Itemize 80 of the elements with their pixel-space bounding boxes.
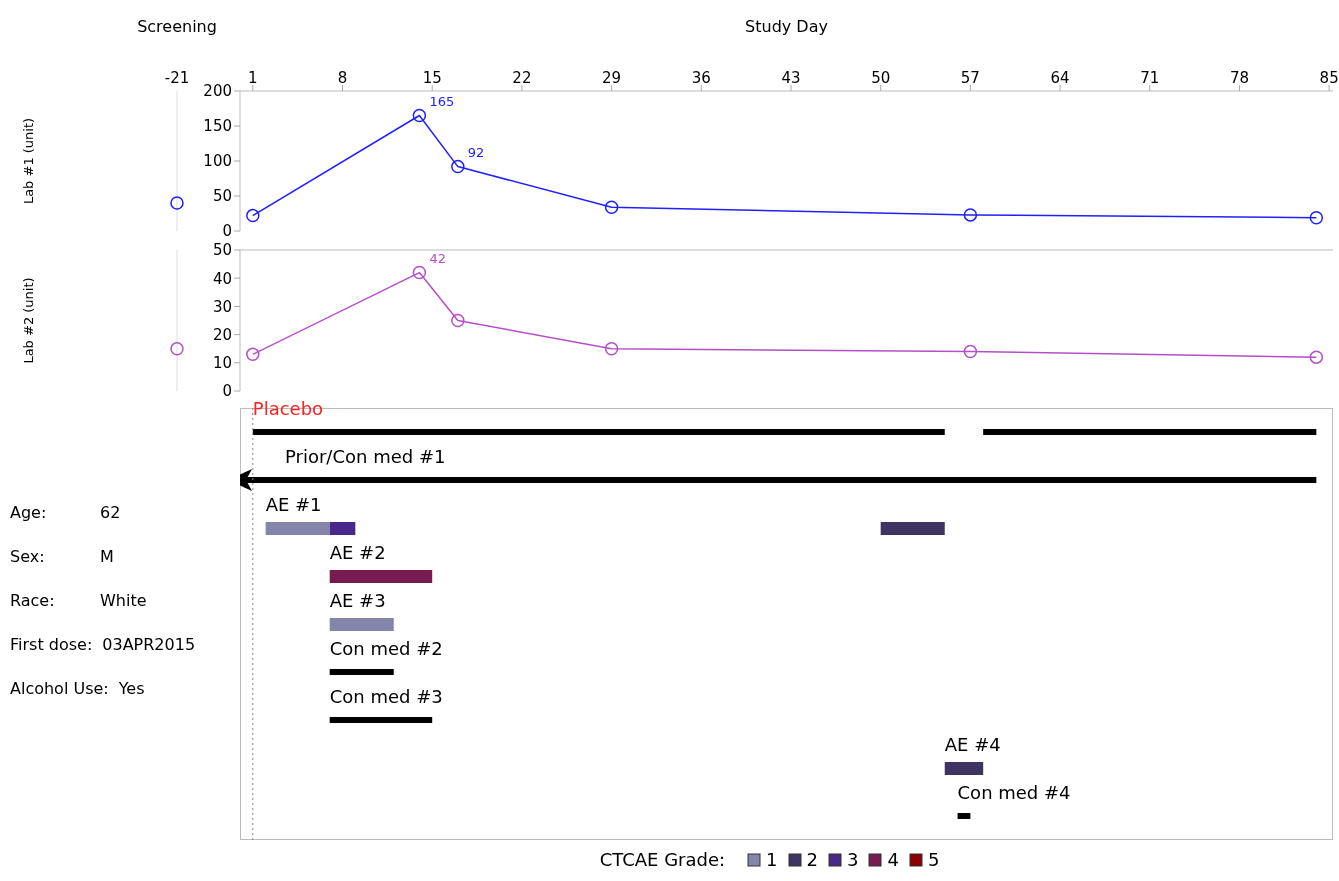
x-tick-label: 15 xyxy=(422,69,442,87)
data-label: 42 xyxy=(429,250,446,266)
x-tick-label: 78 xyxy=(1229,69,1250,87)
bar xyxy=(880,522,945,535)
category-label: Con med #4 xyxy=(957,782,1071,803)
y-tick-label: 0 xyxy=(222,222,232,241)
legend-label: 5 xyxy=(927,849,940,870)
text: 62 xyxy=(100,502,121,522)
y-tick-label: 30 xyxy=(212,297,232,316)
legend-label: 2 xyxy=(806,849,818,870)
category-label: AE #4 xyxy=(944,734,1001,755)
x-tick-label: 50 xyxy=(871,69,891,87)
x-tick-label: 43 xyxy=(781,69,801,87)
point xyxy=(604,200,619,214)
category-label: Placebo xyxy=(252,398,324,419)
text: 03APR2015 xyxy=(102,634,196,654)
point xyxy=(1309,210,1324,225)
y-axis-title: Lab #1 (unit) xyxy=(20,117,36,205)
x-tick-label: 85 xyxy=(1319,69,1339,87)
category-label: AE #1 xyxy=(265,494,322,515)
data-label: 92 xyxy=(467,144,485,160)
y-axis-title: Lab #2 (unit) xyxy=(20,277,36,364)
y-tick-label: 20 xyxy=(212,325,232,344)
point xyxy=(963,344,978,359)
bar xyxy=(329,669,394,675)
point xyxy=(1309,350,1324,364)
x-tick-label: 29 xyxy=(602,69,622,87)
bar xyxy=(329,522,356,535)
x-tick-label: 22 xyxy=(512,69,532,87)
x-tick-label: 1 xyxy=(248,69,258,87)
point xyxy=(451,313,465,328)
legend-title: CTCAE Grade: xyxy=(599,849,726,870)
point xyxy=(412,108,427,123)
point xyxy=(246,208,260,223)
y-tick-label: 200 xyxy=(203,82,232,101)
x-tick-label: 36 xyxy=(691,69,711,87)
legend-label: 4 xyxy=(887,849,899,870)
category-label: AE #2 xyxy=(329,542,386,563)
x-tick-label: 8 xyxy=(337,69,348,87)
bar xyxy=(944,762,984,775)
text: Age: xyxy=(10,502,48,522)
text: White xyxy=(100,590,147,610)
text: Sex: xyxy=(10,546,46,566)
point xyxy=(412,265,427,280)
x-tick-label: 57 xyxy=(960,69,980,87)
x-tick-label: 64 xyxy=(1050,69,1070,87)
point xyxy=(451,159,465,174)
x-axis-title: Screening xyxy=(137,17,217,37)
y-tick-label: 100 xyxy=(203,152,232,171)
bar xyxy=(329,717,433,723)
text: Race: xyxy=(10,590,56,610)
y-tick-label: 150 xyxy=(203,117,232,136)
bar xyxy=(265,522,330,535)
x-axis-title: Study Day xyxy=(745,17,828,37)
point xyxy=(246,347,260,362)
category-label: AE #3 xyxy=(329,590,386,611)
bar xyxy=(252,429,945,435)
x-tick-label: -21 xyxy=(164,69,190,87)
point xyxy=(604,341,619,356)
y-tick-label: 40 xyxy=(212,269,232,288)
category-label: Con med #3 xyxy=(329,686,443,707)
bar xyxy=(983,429,1317,435)
bar xyxy=(329,570,433,583)
bar xyxy=(957,813,971,819)
y-tick-label: 0 xyxy=(222,382,232,401)
text: First dose: xyxy=(10,634,93,654)
text: M xyxy=(100,546,114,566)
y-tick-label: 50 xyxy=(212,241,232,260)
bar xyxy=(329,618,394,631)
x-tick-label: 71 xyxy=(1140,69,1160,87)
y-tick-label: 10 xyxy=(212,354,232,373)
y-tick-label: 50 xyxy=(212,187,232,206)
text: Yes xyxy=(118,678,145,698)
point xyxy=(963,208,978,222)
legend-label: 3 xyxy=(846,849,859,870)
category-label: Prior/Con med #1 xyxy=(285,446,446,467)
text: Alcohol Use: xyxy=(10,678,109,698)
data-label: 165 xyxy=(429,93,455,109)
category-label: Con med #2 xyxy=(329,638,443,659)
legend-label: 1 xyxy=(766,849,778,870)
